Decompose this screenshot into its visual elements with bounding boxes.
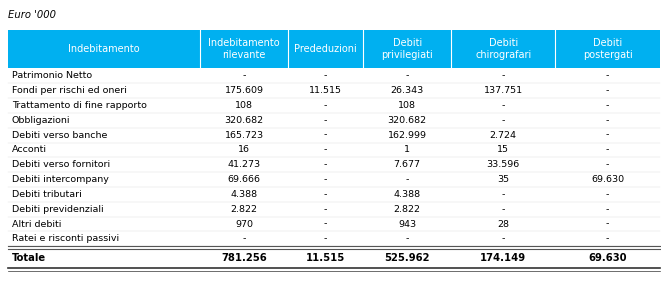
- Text: -: -: [502, 190, 505, 199]
- Text: Debiti
privilegiati: Debiti privilegiati: [381, 38, 433, 60]
- Text: -: -: [606, 190, 609, 199]
- Text: -: -: [243, 71, 246, 80]
- Text: -: -: [324, 160, 327, 169]
- Text: Trattamento di fine rapporto: Trattamento di fine rapporto: [12, 101, 147, 110]
- Text: 16: 16: [238, 145, 251, 154]
- Text: Fondi per rischi ed oneri: Fondi per rischi ed oneri: [12, 86, 127, 95]
- Text: -: -: [606, 205, 609, 214]
- Text: -: -: [606, 234, 609, 243]
- Text: 2.822: 2.822: [231, 205, 258, 214]
- Text: 970: 970: [235, 219, 253, 229]
- Text: 26.343: 26.343: [391, 86, 424, 95]
- Text: 320.682: 320.682: [387, 116, 427, 125]
- Text: -: -: [324, 175, 327, 184]
- Text: -: -: [606, 131, 609, 140]
- Text: 175.609: 175.609: [225, 86, 264, 95]
- Text: -: -: [606, 116, 609, 125]
- Text: 33.596: 33.596: [486, 160, 520, 169]
- Text: -: -: [324, 219, 327, 229]
- Text: 4.388: 4.388: [393, 190, 420, 199]
- Text: -: -: [324, 190, 327, 199]
- Text: 781.256: 781.256: [221, 253, 267, 263]
- Text: 35: 35: [497, 175, 510, 184]
- Bar: [8, 30, 200, 68]
- Text: -: -: [405, 234, 408, 243]
- Text: Debiti intercompany: Debiti intercompany: [12, 175, 109, 184]
- Text: 11.515: 11.515: [309, 86, 342, 95]
- Text: -: -: [606, 160, 609, 169]
- Text: 11.515: 11.515: [306, 253, 345, 263]
- Text: 15: 15: [497, 145, 509, 154]
- Text: Debiti
postergati: Debiti postergati: [582, 38, 633, 60]
- Text: Totale: Totale: [12, 253, 46, 263]
- Text: Debiti tributari: Debiti tributari: [12, 190, 82, 199]
- Text: 165.723: 165.723: [225, 131, 264, 140]
- Text: -: -: [324, 234, 327, 243]
- Text: Ratei e risconti passivi: Ratei e risconti passivi: [12, 234, 119, 243]
- Text: -: -: [324, 116, 327, 125]
- Text: 943: 943: [398, 219, 416, 229]
- Text: 320.682: 320.682: [225, 116, 264, 125]
- Bar: [200, 30, 288, 68]
- Text: Prededuzioni: Prededuzioni: [294, 44, 357, 54]
- Bar: [451, 30, 555, 68]
- Text: -: -: [502, 116, 505, 125]
- Text: -: -: [324, 131, 327, 140]
- Text: 2.822: 2.822: [394, 205, 420, 214]
- Text: -: -: [502, 205, 505, 214]
- Text: -: -: [502, 71, 505, 80]
- Text: 69.666: 69.666: [227, 175, 260, 184]
- Text: -: -: [502, 234, 505, 243]
- Text: 69.630: 69.630: [591, 175, 624, 184]
- Text: 28: 28: [497, 219, 509, 229]
- Text: -: -: [324, 145, 327, 154]
- Text: -: -: [606, 145, 609, 154]
- Text: Obbligazioni: Obbligazioni: [12, 116, 71, 125]
- Text: 41.273: 41.273: [227, 160, 260, 169]
- Text: -: -: [324, 101, 327, 110]
- Bar: [555, 30, 660, 68]
- Bar: [363, 30, 451, 68]
- Text: Debiti previdenziali: Debiti previdenziali: [12, 205, 104, 214]
- Text: -: -: [606, 71, 609, 80]
- Text: -: -: [502, 101, 505, 110]
- Text: 7.677: 7.677: [394, 160, 420, 169]
- Text: Debiti verso fornitori: Debiti verso fornitori: [12, 160, 110, 169]
- Text: Indebitamento: Indebitamento: [68, 44, 140, 54]
- Text: 69.630: 69.630: [588, 253, 627, 263]
- Text: 2.724: 2.724: [490, 131, 517, 140]
- Text: Patrimonio Netto: Patrimonio Netto: [12, 71, 92, 80]
- Text: 1: 1: [404, 145, 410, 154]
- Text: -: -: [405, 175, 408, 184]
- Text: Altri debiti: Altri debiti: [12, 219, 61, 229]
- Text: 525.962: 525.962: [385, 253, 430, 263]
- Text: 137.751: 137.751: [484, 86, 523, 95]
- Text: -: -: [606, 219, 609, 229]
- Text: Acconti: Acconti: [12, 145, 47, 154]
- Text: -: -: [405, 71, 408, 80]
- Text: Euro '000: Euro '000: [8, 10, 56, 20]
- Text: -: -: [243, 234, 246, 243]
- Text: -: -: [606, 101, 609, 110]
- Text: -: -: [324, 71, 327, 80]
- Text: 4.388: 4.388: [231, 190, 258, 199]
- Text: Debiti verso banche: Debiti verso banche: [12, 131, 107, 140]
- Text: 162.999: 162.999: [387, 131, 426, 140]
- Text: -: -: [606, 86, 609, 95]
- Text: -: -: [324, 205, 327, 214]
- Text: 108: 108: [235, 101, 253, 110]
- Text: Debiti
chirografari: Debiti chirografari: [475, 38, 531, 60]
- Bar: [288, 30, 363, 68]
- Text: 174.149: 174.149: [480, 253, 526, 263]
- Text: 108: 108: [398, 101, 416, 110]
- Text: Indebitamento
rilevante: Indebitamento rilevante: [208, 38, 280, 60]
